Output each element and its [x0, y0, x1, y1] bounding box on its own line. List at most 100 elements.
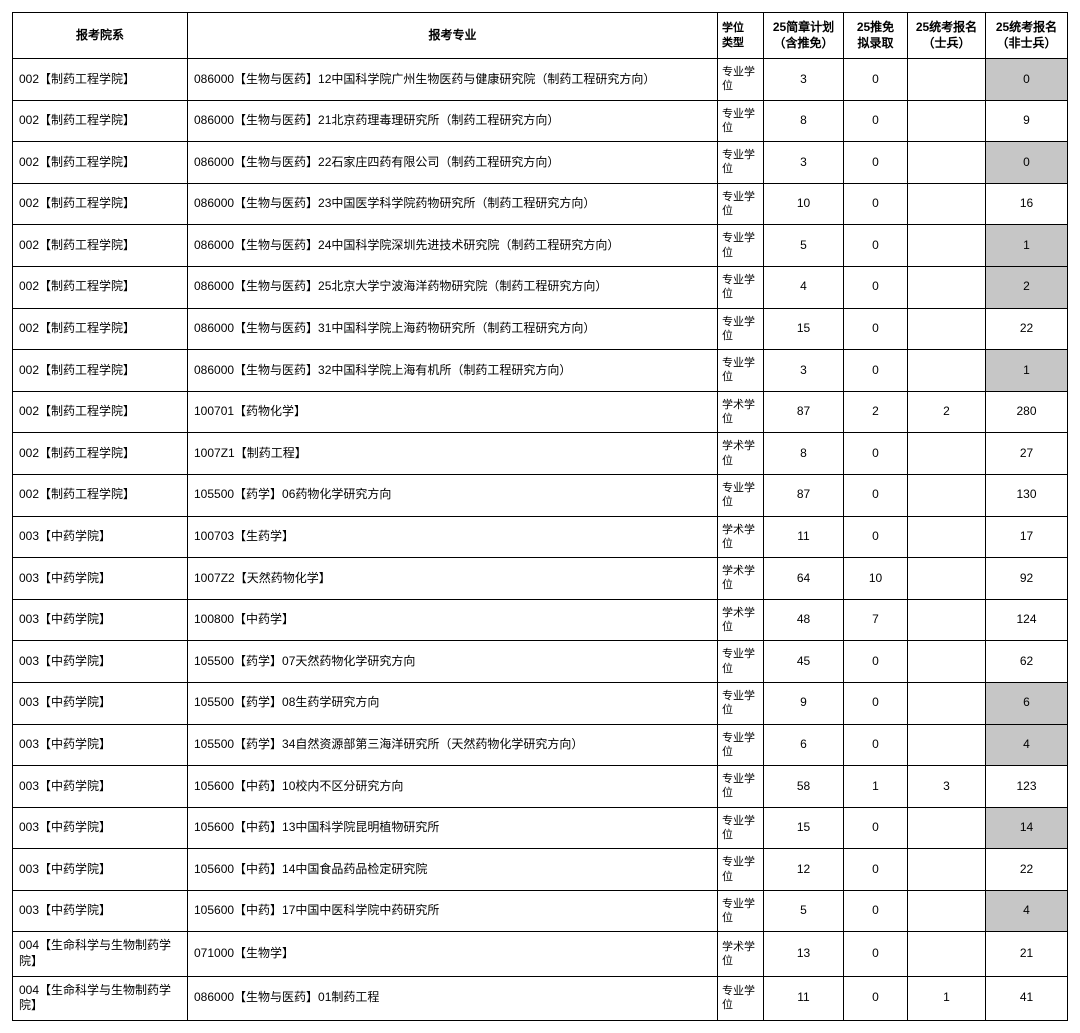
cell-soldier: 3: [908, 766, 986, 808]
table-row: 003【中药学院】105600【中药】17中国中医科学院中药研究所专业学位504: [13, 890, 1068, 932]
cell-degree: 学术学位: [718, 599, 764, 641]
cell-major: 105600【中药】14中国食品药品检定研究院: [188, 849, 718, 891]
cell-degree: 学术学位: [718, 558, 764, 600]
cell-major: 086000【生物与医药】31中国科学院上海药物研究所（制药工程研究方向）: [188, 308, 718, 350]
cell-plan: 3: [764, 350, 844, 392]
cell-major: 086000【生物与医药】25北京大学宁波海洋药物研究院（制药工程研究方向）: [188, 266, 718, 308]
table-row: 002【制药工程学院】086000【生物与医药】32中国科学院上海有机所（制药工…: [13, 350, 1068, 392]
cell-nonsoldier: 22: [986, 849, 1068, 891]
cell-dept: 004【生命科学与生物制药学院】: [13, 976, 188, 1020]
cell-nonsoldier: 92: [986, 558, 1068, 600]
cell-nonsoldier: 123: [986, 766, 1068, 808]
table-row: 003【中药学院】105500【药学】34自然资源部第三海洋研究所（天然药物化学…: [13, 724, 1068, 766]
cell-major: 105600【中药】10校内不区分研究方向: [188, 766, 718, 808]
cell-plan: 6: [764, 724, 844, 766]
cell-dept: 002【制药工程学院】: [13, 391, 188, 433]
cell-plan: 8: [764, 100, 844, 142]
cell-major: 105500【药学】34自然资源部第三海洋研究所（天然药物化学研究方向）: [188, 724, 718, 766]
cell-admitted: 0: [844, 682, 908, 724]
cell-degree: 专业学位: [718, 59, 764, 101]
cell-dept: 003【中药学院】: [13, 724, 188, 766]
cell-soldier: [908, 266, 986, 308]
cell-soldier: [908, 849, 986, 891]
cell-plan: 11: [764, 516, 844, 558]
cell-degree: 专业学位: [718, 100, 764, 142]
cell-major: 105500【药学】08生药学研究方向: [188, 682, 718, 724]
cell-admitted: 0: [844, 266, 908, 308]
cell-major: 100701【药物化学】: [188, 391, 718, 433]
table-row: 002【制药工程学院】086000【生物与医药】23中国医学科学院药物研究所（制…: [13, 183, 1068, 225]
cell-degree: 专业学位: [718, 350, 764, 392]
cell-nonsoldier: 4: [986, 890, 1068, 932]
cell-soldier: 2: [908, 391, 986, 433]
cell-plan: 11: [764, 976, 844, 1020]
cell-major: 100703【生药学】: [188, 516, 718, 558]
cell-plan: 10: [764, 183, 844, 225]
cell-major: 086000【生物与医药】23中国医学科学院药物研究所（制药工程研究方向）: [188, 183, 718, 225]
cell-nonsoldier: 0: [986, 59, 1068, 101]
table-row: 003【中药学院】100800【中药学】学术学位487124: [13, 599, 1068, 641]
table-row: 004【生命科学与生物制药学院】086000【生物与医药】01制药工程专业学位1…: [13, 976, 1068, 1020]
cell-admitted: 0: [844, 516, 908, 558]
cell-dept: 002【制药工程学院】: [13, 433, 188, 475]
cell-plan: 9: [764, 682, 844, 724]
cell-dept: 003【中药学院】: [13, 682, 188, 724]
cell-admitted: 0: [844, 183, 908, 225]
cell-nonsoldier: 9: [986, 100, 1068, 142]
cell-admitted: 0: [844, 474, 908, 516]
cell-degree: 专业学位: [718, 308, 764, 350]
cell-degree: 专业学位: [718, 225, 764, 267]
cell-degree: 专业学位: [718, 266, 764, 308]
cell-nonsoldier: 21: [986, 932, 1068, 976]
cell-degree: 专业学位: [718, 682, 764, 724]
cell-soldier: [908, 516, 986, 558]
header-row: 报考院系 报考专业 学位类型 25简章计划（含推免） 25推免拟录取 25统考报…: [13, 13, 1068, 59]
table-row: 004【生命科学与生物制药学院】071000【生物学】学术学位13021: [13, 932, 1068, 976]
cell-dept: 003【中药学院】: [13, 516, 188, 558]
cell-dept: 004【生命科学与生物制药学院】: [13, 932, 188, 976]
cell-soldier: [908, 890, 986, 932]
table-row: 002【制药工程学院】105500【药学】06药物化学研究方向专业学位87013…: [13, 474, 1068, 516]
cell-admitted: 0: [844, 849, 908, 891]
header-admitted: 25推免拟录取: [844, 13, 908, 59]
cell-nonsoldier: 130: [986, 474, 1068, 516]
table-row: 002【制药工程学院】086000【生物与医药】25北京大学宁波海洋药物研究院（…: [13, 266, 1068, 308]
cell-degree: 专业学位: [718, 976, 764, 1020]
cell-degree: 学术学位: [718, 516, 764, 558]
cell-admitted: 0: [844, 724, 908, 766]
cell-degree: 专业学位: [718, 641, 764, 683]
table-row: 002【制药工程学院】100701【药物化学】学术学位8722280: [13, 391, 1068, 433]
cell-soldier: [908, 599, 986, 641]
cell-admitted: 0: [844, 932, 908, 976]
cell-admitted: 0: [844, 433, 908, 475]
cell-soldier: [908, 558, 986, 600]
cell-dept: 003【中药学院】: [13, 849, 188, 891]
table-row: 003【中药学院】105600【中药】13中国科学院昆明植物研究所专业学位150…: [13, 807, 1068, 849]
header-major: 报考专业: [188, 13, 718, 59]
cell-soldier: [908, 433, 986, 475]
cell-degree: 专业学位: [718, 724, 764, 766]
cell-nonsoldier: 6: [986, 682, 1068, 724]
cell-plan: 5: [764, 225, 844, 267]
cell-plan: 3: [764, 142, 844, 184]
table-row: 003【中药学院】100703【生药学】学术学位11017: [13, 516, 1068, 558]
cell-degree: 专业学位: [718, 183, 764, 225]
cell-dept: 003【中药学院】: [13, 807, 188, 849]
table-row: 002【制药工程学院】086000【生物与医药】21北京药理毒理研究所（制药工程…: [13, 100, 1068, 142]
cell-soldier: [908, 807, 986, 849]
cell-plan: 87: [764, 391, 844, 433]
cell-dept: 003【中药学院】: [13, 599, 188, 641]
cell-major: 1007Z1【制药工程】: [188, 433, 718, 475]
cell-dept: 002【制药工程学院】: [13, 308, 188, 350]
cell-major: 086000【生物与医药】22石家庄四药有限公司（制药工程研究方向）: [188, 142, 718, 184]
cell-plan: 87: [764, 474, 844, 516]
cell-nonsoldier: 27: [986, 433, 1068, 475]
header-dept: 报考院系: [13, 13, 188, 59]
cell-soldier: [908, 59, 986, 101]
cell-plan: 15: [764, 308, 844, 350]
cell-degree: 学术学位: [718, 391, 764, 433]
cell-dept: 003【中药学院】: [13, 558, 188, 600]
cell-degree: 专业学位: [718, 807, 764, 849]
cell-dept: 002【制药工程学院】: [13, 225, 188, 267]
cell-major: 105500【药学】06药物化学研究方向: [188, 474, 718, 516]
